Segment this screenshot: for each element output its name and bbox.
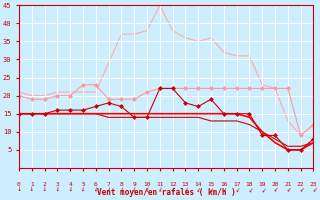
Text: ↓: ↓: [220, 187, 228, 194]
Text: ↓: ↓: [118, 187, 124, 194]
Text: ↓: ↓: [271, 187, 279, 195]
Text: ↓: ↓: [207, 187, 214, 194]
Text: ↓: ↓: [195, 187, 202, 194]
Text: ↓: ↓: [297, 187, 304, 195]
Text: ↓: ↓: [93, 187, 99, 193]
Text: ↓: ↓: [80, 187, 86, 193]
Text: ↓: ↓: [182, 187, 189, 194]
Text: ↓: ↓: [29, 187, 35, 193]
Text: ↓: ↓: [259, 187, 266, 195]
Text: ↓: ↓: [144, 187, 150, 194]
Text: ↓: ↓: [310, 187, 317, 195]
Text: ↓: ↓: [54, 187, 60, 193]
Text: ↓: ↓: [67, 187, 73, 193]
X-axis label: Vent moyen/en rafales ( km/h ): Vent moyen/en rafales ( km/h ): [97, 188, 236, 197]
Text: ↓: ↓: [233, 187, 240, 194]
Text: ↓: ↓: [16, 187, 21, 192]
Text: ↓: ↓: [156, 187, 163, 194]
Text: ↓: ↓: [131, 187, 138, 194]
Text: ↓: ↓: [169, 187, 176, 194]
Text: ↓: ↓: [42, 187, 47, 193]
Text: ↓: ↓: [284, 187, 292, 195]
Text: ↓: ↓: [246, 187, 253, 195]
Text: ↓: ↓: [105, 187, 112, 194]
